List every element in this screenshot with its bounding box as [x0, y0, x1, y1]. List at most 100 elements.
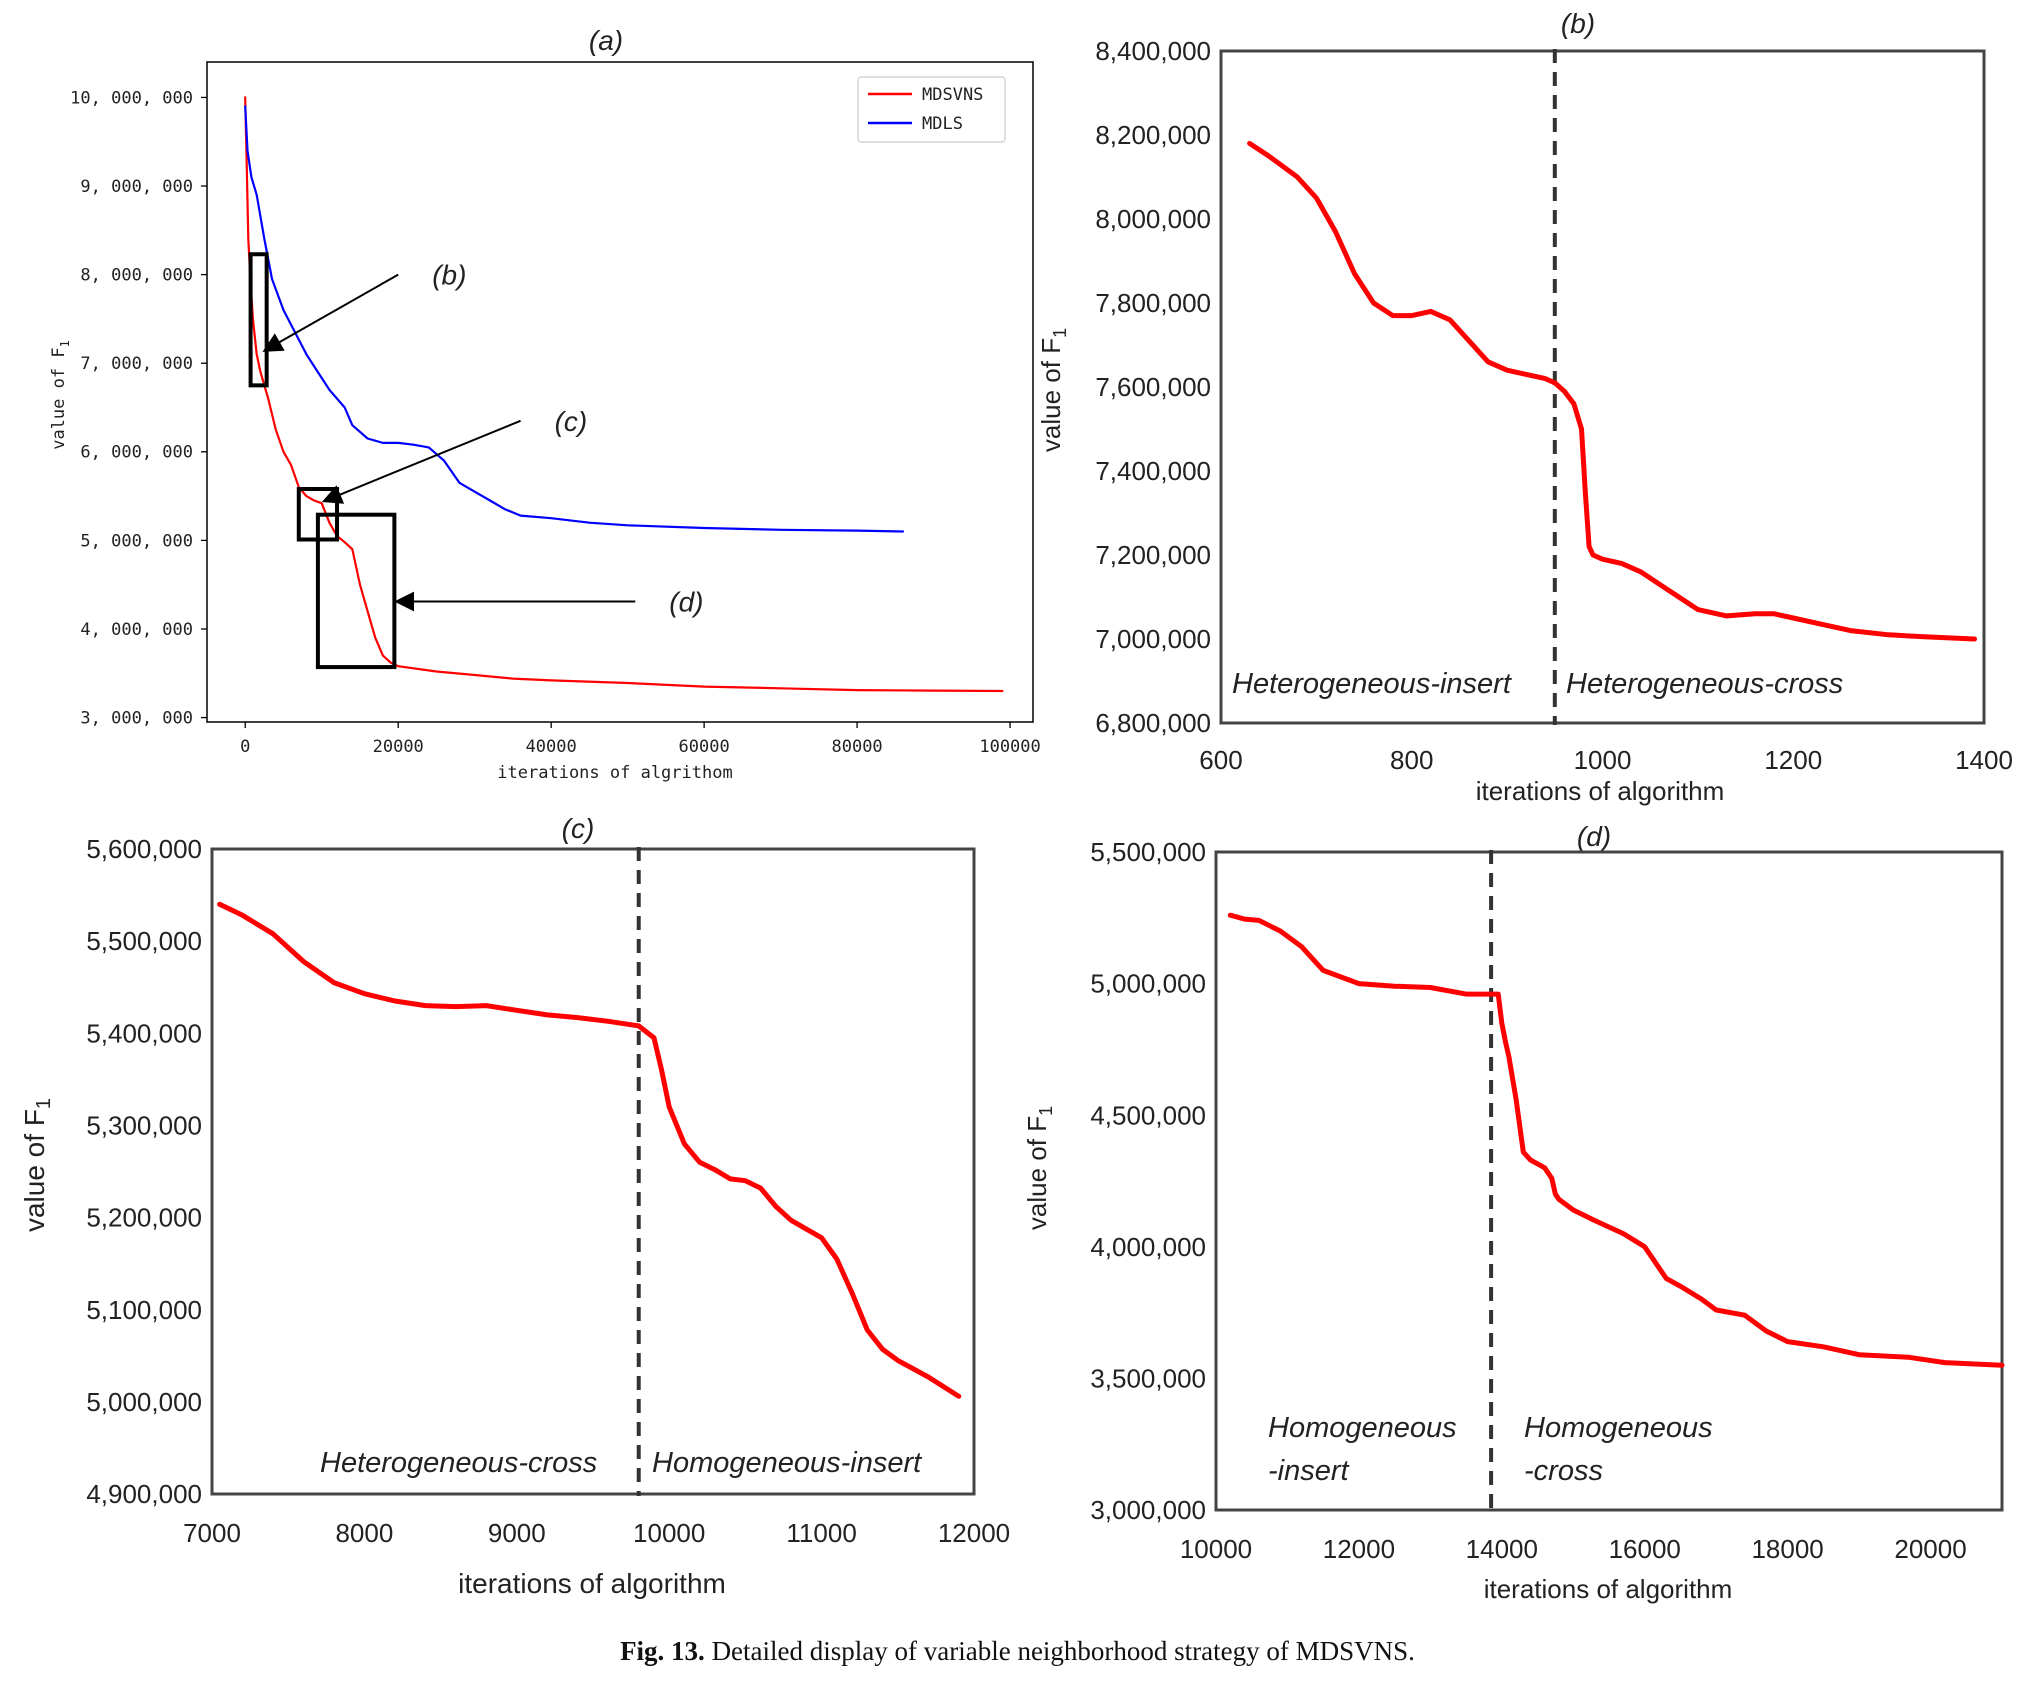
y-tick-label: 7,200,000: [1095, 540, 1211, 570]
panel-a-y-axis-label: value of F1: [49, 340, 72, 450]
y-tick-label: 5, 000, 000: [80, 531, 193, 551]
y-tick-label: 5,300,000: [86, 1111, 202, 1141]
panel-c-y-axis-label-sub: 1: [33, 1098, 55, 1109]
panel-b-plot-frame: [1219, 49, 1986, 725]
panel-d-y-axis-label-sub: 1: [1036, 1106, 1056, 1116]
panel-c-region-label-left: Heterogeneous-cross: [320, 1447, 597, 1479]
x-tick-label: 800: [1390, 745, 1433, 775]
panel-d: (d) 3,000,000 3,500,000 4,000,000 4,500,000…: [1022, 821, 2005, 1604]
panel-d-region-label-left: Homogeneous -insert: [1268, 1412, 1465, 1487]
panel-c-x-axis-label: iterations of algorithm: [458, 1568, 726, 1599]
y-tick-label: 7,600,000: [1095, 372, 1211, 402]
y-tick-label: 6,800,000: [1095, 708, 1211, 738]
figure-caption-text: Detailed display of variable neighborhoo…: [711, 1636, 1415, 1666]
panel-b-title: (b): [1561, 8, 1595, 39]
panel-a-x-ticks: 0 20000 40000 60000 80000 100000: [240, 722, 1041, 757]
panel-c-title: (c): [562, 813, 595, 844]
panel-d-y-ticks: 3,000,000 3,500,000 4,000,000 4,500,000 5,00…: [1090, 837, 1206, 1525]
x-tick-label: 12000: [1323, 1534, 1395, 1564]
y-tick-label: 5,500,000: [86, 926, 202, 956]
panel-c-x-ticks: 7000 8000 9000 10000 11000 12000: [183, 1518, 1010, 1548]
zoom-label: (c): [555, 406, 588, 437]
y-tick-label: 5,400,000: [86, 1018, 202, 1048]
zoom-label: (d): [669, 587, 703, 618]
y-tick-label: 9, 000, 000: [80, 177, 193, 197]
panel-b-y-axis-label: value of F1: [1036, 328, 1070, 452]
panel-b-y-axis-label-sub: 1: [1050, 328, 1070, 338]
panel-b-x-ticks: 600 800 1000 1200 1400: [1199, 745, 2013, 775]
y-tick-label: 6, 000, 000: [80, 443, 193, 463]
y-tick-label: 4,900,000: [86, 1479, 202, 1509]
y-tick-label: 5,000,000: [1090, 969, 1206, 999]
y-tick-label: 7, 000, 000: [80, 354, 193, 374]
y-tick-label: 7,000,000: [1095, 624, 1211, 654]
y-tick-label: 7,800,000: [1095, 288, 1211, 318]
panel-b: (b) 6,800,000 7,000,000 7,200,000 7,400,000…: [1036, 8, 2013, 806]
y-tick-label: 8,000,000: [1095, 204, 1211, 234]
panel-a-series: [244, 96, 1004, 693]
panel-d-x-axis-label: iterations of algorithm: [1484, 1574, 1733, 1604]
panel-d-series: [1227, 912, 2005, 1368]
y-tick-label: 5,100,000: [86, 1295, 202, 1325]
x-tick-label: 20000: [373, 737, 424, 757]
x-tick-label: 14000: [1466, 1534, 1538, 1564]
panel-b-y-ticks: 6,800,000 7,000,000 7,200,000 7,400,000 7,60…: [1095, 36, 1211, 738]
x-tick-label: 18000: [1751, 1534, 1823, 1564]
panel-d-y-axis-label-text: value of F: [1022, 1116, 1052, 1230]
y-tick-label: 5,000,000: [86, 1387, 202, 1417]
y-tick-label: 3,000,000: [1090, 1495, 1206, 1525]
series-line-mdls: [244, 105, 905, 533]
panel-a-y-ticks: 3, 000, 000 4, 000, 000 5, 000, 000 6, 000,…: [70, 88, 207, 729]
zoom-box: [248, 252, 269, 388]
panel-d-region-label-left-line1: Homogeneous: [1268, 1412, 1457, 1444]
x-tick-label: 1400: [1955, 745, 2013, 775]
panel-a: (a) 3, 000, 000 4, 000, 000 5, 000, 000 6, …: [49, 25, 1041, 783]
panel-b-region-label-right: Heterogeneous-cross: [1566, 668, 1843, 700]
x-tick-label: 7000: [183, 1518, 241, 1548]
panel-a-annotations: (b) (c) (d): [248, 252, 704, 670]
x-tick-label: 0: [240, 737, 250, 757]
panel-d-region-label-right-line2: -cross: [1524, 1455, 1603, 1487]
panel-c-y-ticks: 4,900,000 5,000,000 5,100,000 5,200,000 5,30…: [86, 834, 202, 1509]
x-tick-label: 600: [1199, 745, 1242, 775]
panel-d-y-axis-label: value of F1: [1022, 1106, 1056, 1230]
y-tick-label: 4,000,000: [1090, 1232, 1206, 1262]
x-tick-label: 11000: [786, 1518, 856, 1548]
y-tick-label: 8,200,000: [1095, 120, 1211, 150]
panel-c-plot-frame: [210, 847, 976, 1496]
zoom-arrow: [262, 273, 399, 352]
y-tick-label: 7,400,000: [1095, 456, 1211, 486]
panel-d-region-label-right-line1: Homogeneous: [1524, 1412, 1713, 1444]
panel-d-region-label-left-line2: -insert: [1268, 1455, 1351, 1487]
figure-caption-label: Fig. 13.: [620, 1636, 705, 1666]
series-line-mdsvns: [1247, 140, 1977, 642]
y-tick-label: 8,400,000: [1095, 36, 1211, 66]
panel-a-y-axis-label-sub: 1: [58, 340, 72, 347]
panel-b-series: [1247, 140, 1977, 642]
panel-c-y-axis-label-text: value of F: [19, 1109, 50, 1232]
panel-a-x-axis-label: iterations of algrithom: [497, 763, 732, 783]
x-tick-label: 80000: [831, 737, 882, 757]
x-tick-label: 10000: [633, 1518, 705, 1548]
y-tick-label: 10, 000, 000: [70, 88, 193, 108]
panel-a-plot-frame: [206, 61, 1034, 723]
panel-d-plot-frame: [1214, 850, 2004, 1512]
x-tick-label: 40000: [526, 737, 577, 757]
panel-a-title: (a): [589, 25, 623, 56]
panel-b-y-axis-label-text: value of F: [1036, 338, 1066, 452]
y-tick-label: 5,600,000: [86, 834, 202, 864]
panel-d-x-ticks: 10000 12000 14000 16000 18000 20000: [1180, 1534, 1967, 1564]
panel-b-x-axis-label: iterations of algorithm: [1476, 776, 1725, 806]
panel-c: (c) 4,900,000 5,000,000 5,100,000 5,200,000…: [19, 813, 1010, 1599]
panel-c-y-axis-label: value of F1: [19, 1098, 55, 1232]
series-line-mdsvns: [217, 901, 962, 1399]
x-tick-label: 100000: [979, 737, 1040, 757]
legend-label-mdsvns: MDSVNS: [922, 85, 983, 105]
x-tick-label: 16000: [1609, 1534, 1681, 1564]
x-tick-label: 1000: [1574, 745, 1632, 775]
y-tick-label: 4, 000, 000: [80, 620, 193, 640]
y-tick-label: 5,200,000: [86, 1203, 202, 1233]
x-tick-label: 12000: [938, 1518, 1010, 1548]
y-tick-label: 3,500,000: [1090, 1364, 1206, 1394]
